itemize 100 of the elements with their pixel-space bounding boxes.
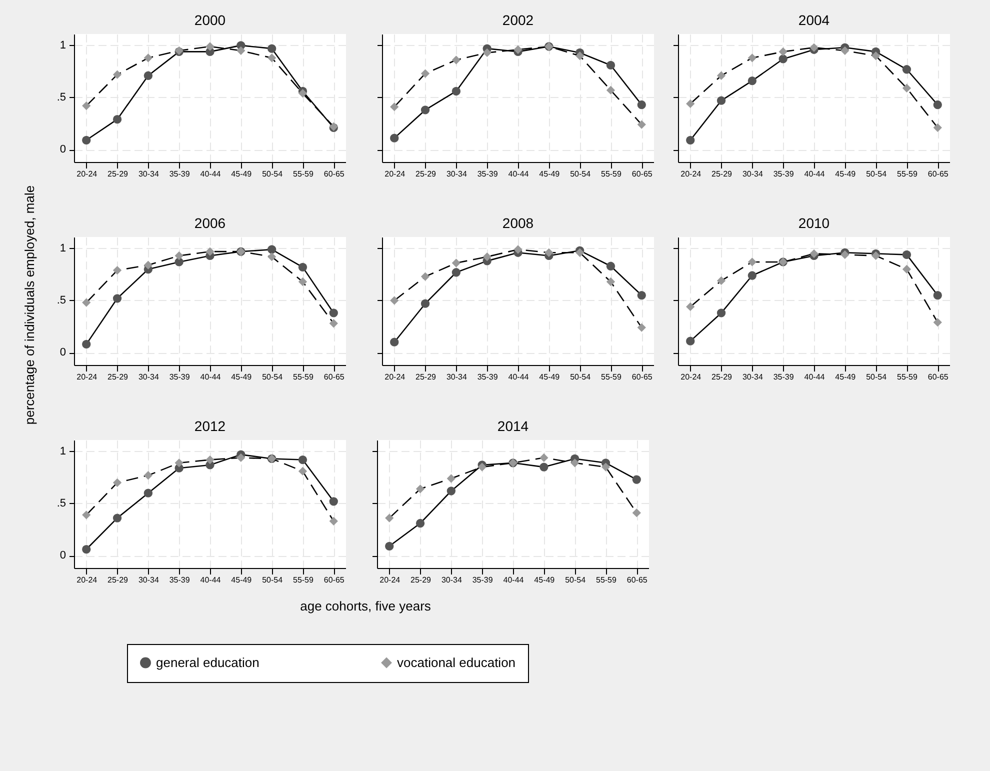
point [82,340,91,349]
point [452,86,461,96]
x-tick-label: 35-39 [477,372,498,382]
y-tick-label: 0 [60,144,66,156]
x-tick-label: 25-29 [108,170,129,178]
x-tick-label: 25-29 [108,576,129,584]
point [902,84,912,92]
x-tick-label: 60-65 [632,170,653,178]
x-tick-label: 40-44 [200,170,222,178]
x-tick-label: 35-39 [773,170,794,178]
point [298,262,308,272]
point [446,486,456,496]
point [236,453,246,462]
point [902,250,912,260]
point [482,48,492,58]
x-tick-label: 30-34 [742,170,764,178]
point [267,252,276,262]
point [902,65,912,74]
x-tick-label: 60-65 [928,170,949,178]
y-tick-label: .5 [56,497,66,510]
point [420,299,430,308]
point [748,271,757,280]
x-tick-label: 40-44 [200,576,222,584]
chart-title: 2008 [502,215,534,231]
point [637,290,646,300]
x-tick-label: 60-65 [626,576,648,584]
point [112,294,122,303]
x-tick-label: 50-54 [866,170,888,178]
legend-label: vocational education [397,654,516,670]
x-tick-label: 50-54 [565,576,586,584]
point [933,318,942,327]
point [933,290,942,300]
x-tick-label: 35-39 [169,170,190,178]
x-tick-label: 60-65 [928,372,949,382]
x-tick-label: 40-44 [503,576,524,584]
x-tick-label: 30-34 [138,576,160,584]
chart-title: 2002 [502,12,534,28]
x-tick-label: 40-44 [804,170,826,178]
point [329,516,338,526]
point [329,308,338,318]
point [390,338,399,346]
x-tick-label: 40-44 [508,372,530,382]
point [778,54,788,64]
point [452,258,461,268]
x-tick-label: 25-29 [712,170,733,178]
x-tick-label: 40-44 [804,372,826,382]
x-tick-label: 25-29 [108,372,129,382]
point [82,101,91,110]
point [206,455,214,464]
y-tick-label: 1 [60,242,66,254]
point [112,478,122,487]
point [686,99,695,108]
point [601,462,610,472]
point [267,54,276,62]
point [174,251,184,260]
point [871,52,880,60]
x-tick-label: 50-54 [570,372,592,382]
point [606,262,616,270]
point [606,86,616,95]
point [902,264,912,274]
chart-title: 2012 [194,418,226,434]
point [840,250,850,260]
point [632,508,641,518]
point [570,458,580,468]
point [748,54,757,62]
x-tick-label: 55-59 [292,170,314,178]
point [82,544,91,554]
y-tick-label: .5 [56,294,66,306]
x-tick-label: 35-39 [773,372,794,382]
point [329,319,338,328]
point [686,302,695,312]
x-tick-label: 60-65 [324,170,345,178]
point [606,277,616,286]
point [298,466,308,476]
x-tick-label: 50-54 [262,372,284,382]
point [390,296,399,305]
point [267,44,276,53]
x-tick-label: 25-29 [410,576,432,584]
chart-title: 2000 [194,12,226,28]
point [482,252,492,262]
y-tick-label: 1 [60,39,66,52]
x-tick-label: 35-39 [169,576,190,584]
chart-title: 2010 [798,215,830,231]
x-tick-label: 50-54 [570,170,592,178]
x-tick-label: 30-34 [138,372,160,382]
x-tick-label: 60-65 [632,372,653,382]
x-tick-label: 25-29 [712,372,733,382]
x-tick-label: 40-44 [200,372,222,382]
point [390,102,399,112]
point [637,323,646,332]
y-tick-label: .5 [56,91,66,104]
point [236,46,246,55]
x-tick-label: 20-24 [76,576,98,584]
point [575,52,584,60]
x-tick-label: 50-54 [262,576,284,584]
point [716,71,726,80]
point [933,100,942,110]
x-tick-label: 35-39 [472,576,494,584]
x-tick-label: 30-34 [742,372,764,382]
point [144,54,153,62]
